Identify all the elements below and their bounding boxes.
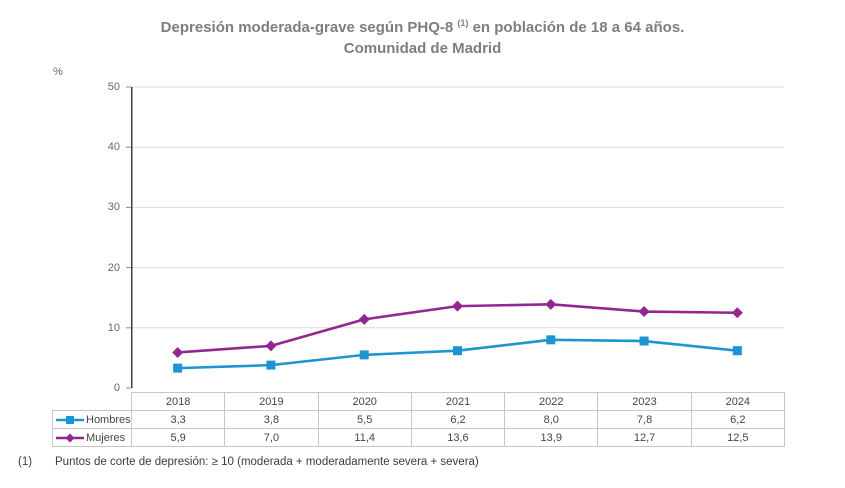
table-corner-cell — [53, 393, 132, 411]
diamond-marker-mujeres — [452, 300, 463, 312]
legend-cell-hombres: Hombres — [52, 410, 132, 429]
chart-title-line2: Comunidad de Madrid — [343, 40, 502, 57]
table-header-row: 2018 2019 2020 2021 2022 2023 2024 — [53, 392, 785, 411]
year-header-cell: 2023 — [597, 392, 692, 411]
year-header-cell: 2019 — [224, 392, 319, 411]
legend-label: Mujeres — [86, 431, 126, 444]
value-cell: 13,9 — [504, 428, 599, 447]
value-cell: 11,4 — [317, 428, 412, 447]
table-row: Hombres 3,3 3,8 5,5 6,2 8,0 7,8 6,2 — [52, 410, 785, 429]
diamond-marker-mujeres — [265, 340, 277, 352]
diamond-marker-mujeres — [731, 307, 743, 319]
chart-title-line1-post: en población de 18 a 64 años. — [468, 19, 685, 36]
diamond-marker-mujeres — [172, 346, 184, 358]
value-cell: 3,3 — [130, 410, 226, 429]
year-header-cell: 2018 — [130, 392, 226, 411]
square-marker-hombres — [359, 350, 369, 360]
value-cell: 7,8 — [597, 410, 692, 429]
footnote-marker: (1) — [18, 456, 33, 468]
year-header-cell: 2020 — [317, 392, 412, 411]
y-tick-label-30: 30 — [107, 201, 120, 214]
diamond-marker-mujeres — [358, 313, 370, 325]
square-marker-hombres — [732, 346, 742, 356]
y-axis-unit-label: % — [53, 66, 63, 78]
chart-title: Depresión moderada-grave según PHQ-8 (1)… — [0, 13, 845, 59]
table-row: Mujeres 5,9 7,0 11,4 13,6 13,9 12,7 12,5 — [52, 428, 785, 447]
value-cell: 5,5 — [317, 410, 412, 429]
square-marker-hombres — [266, 360, 276, 370]
year-header-cell: 2024 — [690, 392, 785, 411]
legend-square-icon — [56, 415, 84, 424]
y-tick-label-0: 0 — [113, 382, 120, 394]
value-cell: 12,7 — [597, 428, 692, 447]
value-cell: 8,0 — [504, 410, 599, 429]
chart-title-line1-pre: Depresión moderada-grave según PHQ-8 — [160, 19, 458, 36]
y-tick-label-50: 50 — [107, 81, 120, 93]
chart-data-table: 2018 2019 2020 2021 2022 2023 2024 Hombres 3,3 3,… — [52, 392, 785, 447]
value-cell: 6,2 — [410, 410, 506, 429]
square-marker-hombres — [639, 336, 649, 346]
square-marker-hombres — [546, 335, 556, 345]
legend-diamond-icon — [56, 433, 84, 442]
y-tick-label-10: 10 — [107, 321, 120, 334]
square-marker-hombres — [453, 346, 462, 356]
year-header-cell: 2021 — [410, 392, 506, 411]
value-cell: 3,8 — [224, 410, 319, 429]
y-tick-label-40: 40 — [107, 141, 120, 154]
value-cell: 7,0 — [224, 428, 319, 447]
diamond-marker-mujeres — [545, 298, 557, 310]
footnote: (1) Puntos de corte de depresión: ≥ 10 (m… — [18, 456, 818, 468]
legend-label: Hombres — [86, 413, 131, 426]
square-marker-hombres — [173, 363, 183, 373]
legend-cell-mujeres: Mujeres — [52, 428, 132, 447]
line-chart-plot — [126, 86, 784, 389]
chart-title-footnote-ref: (1) — [457, 18, 469, 28]
value-cell: 5,9 — [130, 428, 226, 447]
y-tick-label-20: 20 — [107, 261, 120, 274]
value-cell: 6,2 — [690, 410, 785, 429]
value-cell: 12,5 — [690, 428, 785, 447]
year-header-cell: 2022 — [504, 392, 599, 411]
footnote-text: Puntos de corte de depresión: ≥ 10 (mode… — [55, 456, 479, 468]
value-cell: 13,6 — [410, 428, 506, 447]
diamond-marker-mujeres — [638, 306, 650, 318]
